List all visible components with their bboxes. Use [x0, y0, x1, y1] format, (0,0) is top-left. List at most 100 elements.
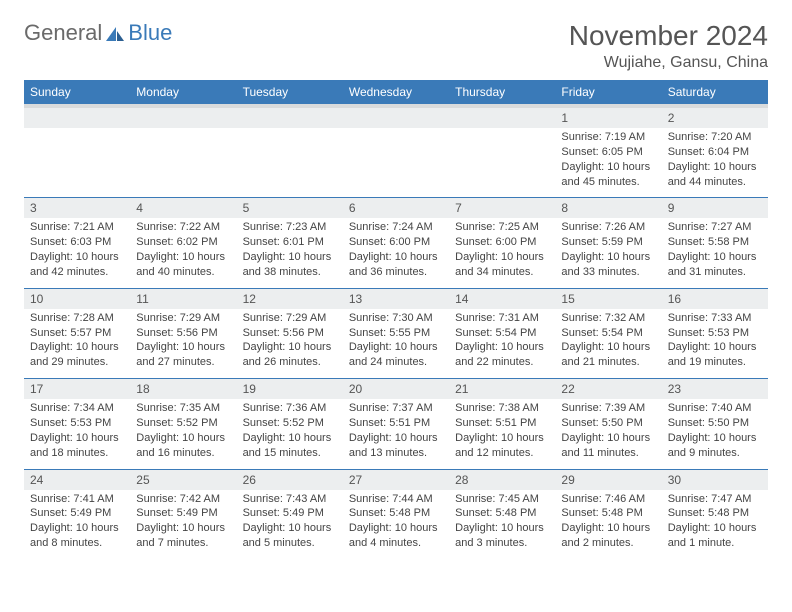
- day-detail-row: Sunrise: 7:28 AMSunset: 5:57 PMDaylight:…: [24, 309, 768, 379]
- weekday-header: Friday: [555, 80, 661, 106]
- sunset-line: Sunset: 6:00 PM: [349, 235, 443, 250]
- daylight-line: Daylight: 10 hours and 21 minutes.: [561, 340, 655, 370]
- sunset-line: Sunset: 5:56 PM: [243, 326, 337, 341]
- day-detail-cell: Sunrise: 7:31 AMSunset: 5:54 PMDaylight:…: [449, 309, 555, 379]
- sunrise-line: Sunrise: 7:32 AM: [561, 311, 655, 326]
- day-detail-cell: [24, 128, 130, 198]
- daylight-line: Daylight: 10 hours and 45 minutes.: [561, 160, 655, 190]
- location-label: Wujiahe, Gansu, China: [569, 54, 768, 72]
- day-number-cell: 6: [343, 198, 449, 219]
- sunset-line: Sunset: 5:58 PM: [668, 235, 762, 250]
- day-number-cell: 18: [130, 379, 236, 400]
- daylight-line: Daylight: 10 hours and 22 minutes.: [455, 340, 549, 370]
- sunset-line: Sunset: 6:03 PM: [30, 235, 124, 250]
- sunrise-line: Sunrise: 7:43 AM: [243, 492, 337, 507]
- day-detail-cell: Sunrise: 7:41 AMSunset: 5:49 PMDaylight:…: [24, 490, 130, 559]
- day-number-cell: 19: [237, 379, 343, 400]
- weekday-header: Saturday: [662, 80, 768, 106]
- daylight-line: Daylight: 10 hours and 44 minutes.: [668, 160, 762, 190]
- day-number-cell: 28: [449, 469, 555, 490]
- brand-logo: General Blue: [24, 20, 172, 46]
- day-detail-cell: Sunrise: 7:23 AMSunset: 6:01 PMDaylight:…: [237, 218, 343, 288]
- weekday-header: Tuesday: [237, 80, 343, 106]
- sunset-line: Sunset: 5:57 PM: [30, 326, 124, 341]
- day-detail-cell: Sunrise: 7:28 AMSunset: 5:57 PMDaylight:…: [24, 309, 130, 379]
- day-number-cell: 8: [555, 198, 661, 219]
- day-detail-cell: Sunrise: 7:26 AMSunset: 5:59 PMDaylight:…: [555, 218, 661, 288]
- day-number-cell: [130, 106, 236, 128]
- sunrise-line: Sunrise: 7:39 AM: [561, 401, 655, 416]
- sunset-line: Sunset: 6:04 PM: [668, 145, 762, 160]
- day-number-cell: 9: [662, 198, 768, 219]
- sunrise-line: Sunrise: 7:29 AM: [243, 311, 337, 326]
- day-number-cell: 4: [130, 198, 236, 219]
- day-number-cell: 5: [237, 198, 343, 219]
- sunrise-line: Sunrise: 7:36 AM: [243, 401, 337, 416]
- day-detail-cell: Sunrise: 7:32 AMSunset: 5:54 PMDaylight:…: [555, 309, 661, 379]
- sunset-line: Sunset: 6:01 PM: [243, 235, 337, 250]
- day-detail-cell: Sunrise: 7:36 AMSunset: 5:52 PMDaylight:…: [237, 399, 343, 469]
- sunset-line: Sunset: 5:54 PM: [455, 326, 549, 341]
- brand-part2: Blue: [128, 20, 172, 46]
- day-number-cell: 30: [662, 469, 768, 490]
- day-number-row: 3456789: [24, 198, 768, 219]
- sunset-line: Sunset: 5:53 PM: [30, 416, 124, 431]
- day-detail-cell: Sunrise: 7:24 AMSunset: 6:00 PMDaylight:…: [343, 218, 449, 288]
- day-detail-cell: [449, 128, 555, 198]
- daylight-line: Daylight: 10 hours and 15 minutes.: [243, 431, 337, 461]
- sunrise-line: Sunrise: 7:21 AM: [30, 220, 124, 235]
- sunset-line: Sunset: 5:48 PM: [668, 506, 762, 521]
- sunset-line: Sunset: 5:54 PM: [561, 326, 655, 341]
- day-number-cell: [449, 106, 555, 128]
- sunrise-line: Sunrise: 7:20 AM: [668, 130, 762, 145]
- day-number-cell: 25: [130, 469, 236, 490]
- day-number-cell: 2: [662, 106, 768, 128]
- sunrise-line: Sunrise: 7:28 AM: [30, 311, 124, 326]
- daylight-line: Daylight: 10 hours and 34 minutes.: [455, 250, 549, 280]
- sunset-line: Sunset: 5:49 PM: [30, 506, 124, 521]
- daylight-line: Daylight: 10 hours and 5 minutes.: [243, 521, 337, 551]
- sunset-line: Sunset: 5:52 PM: [136, 416, 230, 431]
- sunrise-line: Sunrise: 7:27 AM: [668, 220, 762, 235]
- day-number-cell: 27: [343, 469, 449, 490]
- day-detail-cell: Sunrise: 7:34 AMSunset: 5:53 PMDaylight:…: [24, 399, 130, 469]
- daylight-line: Daylight: 10 hours and 2 minutes.: [561, 521, 655, 551]
- day-number-cell: 13: [343, 288, 449, 309]
- daylight-line: Daylight: 10 hours and 29 minutes.: [30, 340, 124, 370]
- day-detail-cell: Sunrise: 7:37 AMSunset: 5:51 PMDaylight:…: [343, 399, 449, 469]
- day-detail-cell: Sunrise: 7:29 AMSunset: 5:56 PMDaylight:…: [237, 309, 343, 379]
- weekday-header: Thursday: [449, 80, 555, 106]
- sunrise-line: Sunrise: 7:30 AM: [349, 311, 443, 326]
- day-detail-row: Sunrise: 7:41 AMSunset: 5:49 PMDaylight:…: [24, 490, 768, 559]
- day-detail-cell: Sunrise: 7:44 AMSunset: 5:48 PMDaylight:…: [343, 490, 449, 559]
- daylight-line: Daylight: 10 hours and 11 minutes.: [561, 431, 655, 461]
- weekday-header: Sunday: [24, 80, 130, 106]
- day-detail-cell: Sunrise: 7:40 AMSunset: 5:50 PMDaylight:…: [662, 399, 768, 469]
- daylight-line: Daylight: 10 hours and 19 minutes.: [668, 340, 762, 370]
- daylight-line: Daylight: 10 hours and 26 minutes.: [243, 340, 337, 370]
- daylight-line: Daylight: 10 hours and 38 minutes.: [243, 250, 337, 280]
- day-detail-cell: [343, 128, 449, 198]
- day-number-row: 10111213141516: [24, 288, 768, 309]
- day-detail-cell: Sunrise: 7:27 AMSunset: 5:58 PMDaylight:…: [662, 218, 768, 288]
- calendar-table: SundayMondayTuesdayWednesdayThursdayFrid…: [24, 80, 768, 559]
- day-number-cell: 24: [24, 469, 130, 490]
- sunrise-line: Sunrise: 7:29 AM: [136, 311, 230, 326]
- day-detail-row: Sunrise: 7:19 AMSunset: 6:05 PMDaylight:…: [24, 128, 768, 198]
- day-number-cell: 17: [24, 379, 130, 400]
- daylight-line: Daylight: 10 hours and 18 minutes.: [30, 431, 124, 461]
- sunset-line: Sunset: 5:48 PM: [455, 506, 549, 521]
- daylight-line: Daylight: 10 hours and 3 minutes.: [455, 521, 549, 551]
- day-detail-cell: Sunrise: 7:35 AMSunset: 5:52 PMDaylight:…: [130, 399, 236, 469]
- sunset-line: Sunset: 5:50 PM: [561, 416, 655, 431]
- daylight-line: Daylight: 10 hours and 13 minutes.: [349, 431, 443, 461]
- day-number-cell: 29: [555, 469, 661, 490]
- sunset-line: Sunset: 5:59 PM: [561, 235, 655, 250]
- day-number-cell: [343, 106, 449, 128]
- daylight-line: Daylight: 10 hours and 42 minutes.: [30, 250, 124, 280]
- weekday-header: Wednesday: [343, 80, 449, 106]
- day-detail-cell: [130, 128, 236, 198]
- daylight-line: Daylight: 10 hours and 31 minutes.: [668, 250, 762, 280]
- day-number-cell: 26: [237, 469, 343, 490]
- day-number-cell: [237, 106, 343, 128]
